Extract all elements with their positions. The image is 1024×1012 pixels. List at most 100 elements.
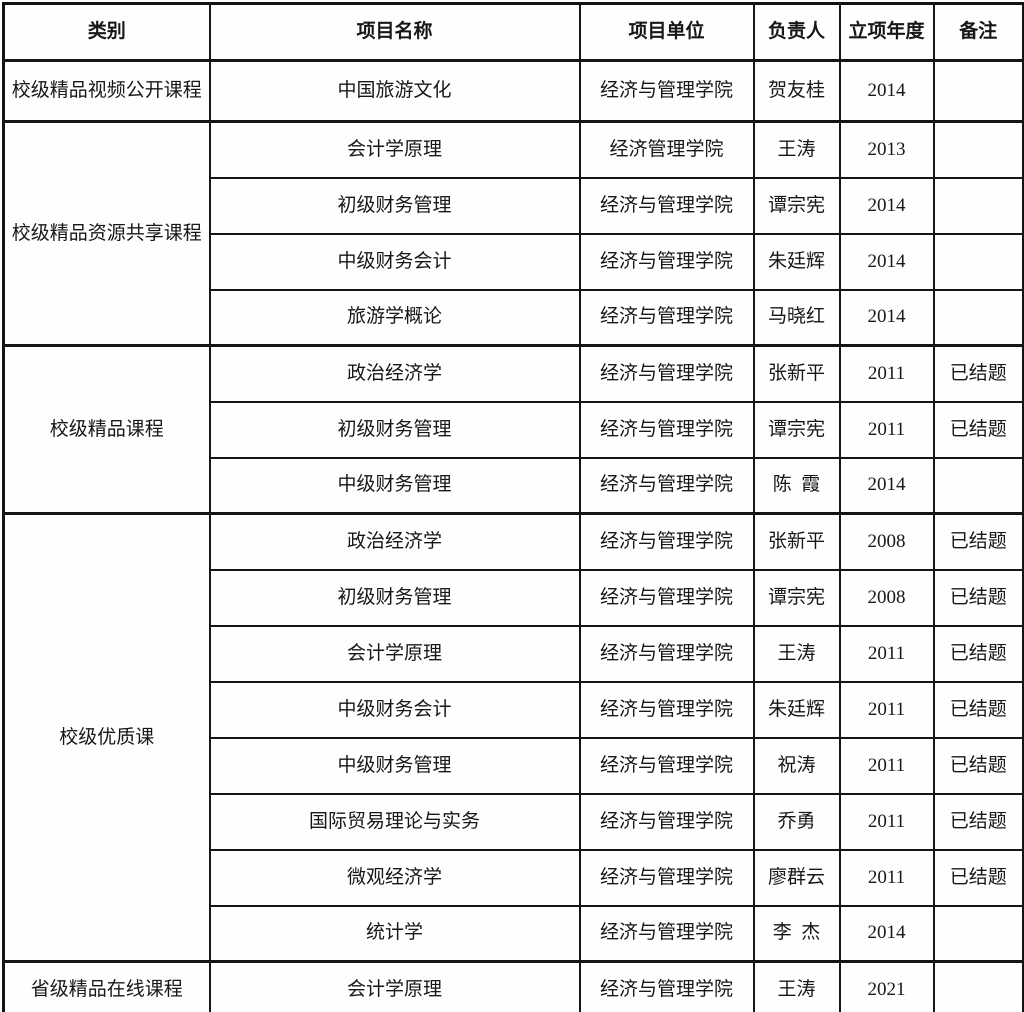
year-cell: 2014 xyxy=(838,176,935,235)
leader-cell: 乔勇 xyxy=(752,792,841,851)
year-cell: 2014 xyxy=(838,456,935,515)
note-cell xyxy=(932,120,1024,179)
year-cell: 2013 xyxy=(838,120,935,179)
year-cell: 2011 xyxy=(838,344,935,403)
year-cell: 2014 xyxy=(838,904,935,963)
table-body: 校级精品视频公开课程 中国旅游文化 经济与管理学院 贺友桂 2014 校级精品资源共享课程… xyxy=(2,59,1024,1012)
year-cell: 2011 xyxy=(838,848,935,907)
unit-cell: 经济与管理学院 xyxy=(578,680,755,739)
leader-cell: 张新平 xyxy=(752,512,841,571)
year-cell: 2011 xyxy=(838,680,935,739)
leader-cell: 张新平 xyxy=(752,344,841,403)
unit-cell: 经济与管理学院 xyxy=(578,624,755,683)
leader-cell: 王涛 xyxy=(752,624,841,683)
project-name-cell: 中级财务管理 xyxy=(208,736,581,795)
table-row: 国际贸易理论与实务 经济与管理学院 乔勇 2011 已结题 xyxy=(4,792,1024,851)
unit-cell: 经济与管理学院 xyxy=(578,400,755,459)
header-unit: 项目单位 xyxy=(578,2,755,62)
header-category: 类别 xyxy=(2,2,211,62)
year-cell: 2014 xyxy=(838,288,935,347)
note-cell xyxy=(932,904,1024,963)
project-name-cell: 初级财务管理 xyxy=(208,400,581,459)
project-name-cell: 会计学原理 xyxy=(208,120,581,179)
leader-cell: 朱廷辉 xyxy=(752,232,841,291)
leader-cell: 贺友桂 xyxy=(752,59,841,123)
year-cell: 2011 xyxy=(838,624,935,683)
table-row: 校级精品课程 政治经济学 经济与管理学院 张新平 2011 已结题 xyxy=(2,344,1024,515)
table-row: 微观经济学 经济与管理学院 廖群云 2011 已结题 xyxy=(4,848,1024,907)
table-row: 校级精品视频公开课程 中国旅游文化 经济与管理学院 贺友桂 2014 xyxy=(2,59,1024,123)
project-name-cell: 政治经济学 xyxy=(208,512,581,571)
year-cell: 2011 xyxy=(838,736,935,795)
note-cell: 已结题 xyxy=(932,736,1024,795)
project-name-cell: 会计学原理 xyxy=(208,960,581,1012)
table-row: 中级财务管理 经济与管理学院陈 霞 2014 xyxy=(4,456,1024,515)
project-name-cell: 国际贸易理论与实务 xyxy=(208,792,581,851)
header-project-name: 项目名称 xyxy=(208,2,581,62)
note-cell xyxy=(932,232,1024,291)
leader-cell: 谭宗宪 xyxy=(752,176,841,235)
table-row: 旅游学概论 经济与管理学院 马晓红 2014 xyxy=(4,288,1024,347)
category-cell: 校级精品课程 xyxy=(2,344,211,515)
table-row: 初级财务管理 经济与管理学院 谭宗宪 2014 xyxy=(4,176,1024,235)
table-row: 中级财务会计 经济与管理学院 朱廷辉 2014 xyxy=(4,232,1024,291)
note-cell xyxy=(932,288,1024,347)
leader-cell: 马晓红 xyxy=(752,288,841,347)
year-cell: 2008 xyxy=(838,568,935,627)
year-cell: 2021 xyxy=(838,960,935,1012)
leader-cell: 廖群云 xyxy=(752,848,841,907)
year-cell: 2008 xyxy=(838,512,935,571)
note-cell: 已结题 xyxy=(932,624,1024,683)
project-name-cell: 政治经济学 xyxy=(208,344,581,403)
project-name-cell: 统计学 xyxy=(208,904,581,963)
leader-cell: 李 杰 xyxy=(752,904,841,963)
year-cell: 2011 xyxy=(838,792,935,851)
table-row: 初级财务管理 经济与管理学院 谭宗宪 2011 已结题 xyxy=(4,400,1024,459)
note-cell xyxy=(932,59,1024,123)
table-row: 中级财务会计 经济与管理学院 朱廷辉 2011 已结题 xyxy=(4,680,1024,739)
table-row: 初级财务管理 经济与管理学院 谭宗宪 2008 已结题 xyxy=(4,568,1024,627)
project-name-cell: 会计学原理 xyxy=(208,624,581,683)
note-cell xyxy=(932,456,1024,515)
leader-cell: 朱廷辉 xyxy=(752,680,841,739)
year-cell: 2014 xyxy=(838,232,935,291)
note-cell xyxy=(932,960,1024,1012)
leader-cell: 王涛 xyxy=(752,120,841,179)
unit-cell: 经济与管理学院 xyxy=(578,456,755,515)
note-cell: 已结题 xyxy=(932,680,1024,739)
header-note: 备注 xyxy=(932,2,1024,62)
note-cell: 已结题 xyxy=(932,512,1024,571)
project-name-cell: 微观经济学 xyxy=(208,848,581,907)
project-name-cell: 中级财务管理 xyxy=(208,456,581,515)
table-row: 会计学原理 经济与管理学院 王涛 2011 已结题 xyxy=(4,624,1024,683)
year-cell: 2014 xyxy=(838,59,935,123)
leader-cell: 祝涛 xyxy=(752,736,841,795)
unit-cell: 经济与管理学院 xyxy=(578,848,755,907)
note-cell xyxy=(932,176,1024,235)
category-cell: 省级精品在线课程 xyxy=(2,960,211,1012)
header-year: 立项年度 xyxy=(838,2,935,62)
project-name-cell: 初级财务管理 xyxy=(208,568,581,627)
unit-cell: 经济与管理学院 xyxy=(578,176,755,235)
leader-cell: 谭宗宪 xyxy=(752,568,841,627)
unit-cell: 经济与管理学院 xyxy=(578,232,755,291)
leader-cell: 陈 霞 xyxy=(752,456,841,515)
unit-cell: 经济与管理学院 xyxy=(578,568,755,627)
unit-cell: 经济与管理学院 xyxy=(578,904,755,963)
unit-cell: 经济与管理学院 xyxy=(578,512,755,571)
note-cell: 已结题 xyxy=(932,344,1024,403)
table-row: 统计学 经济与管理学院李 杰 2014 xyxy=(4,904,1024,963)
header-leader: 负责人 xyxy=(752,2,841,62)
table-row: 省级精品在线课程 会计学原理 经济与管理学院 王涛 2021 xyxy=(2,960,1024,1012)
project-name-cell: 中国旅游文化 xyxy=(208,59,581,123)
project-name-cell: 旅游学概论 xyxy=(208,288,581,347)
table-row: 校级优质课 政治经济学 经济与管理学院 张新平 2008 已结题 xyxy=(2,512,1024,963)
table-row: 校级精品资源共享课程 会计学原理 经济管理学院 王涛 2013 xyxy=(2,120,1024,347)
year-cell: 2011 xyxy=(838,400,935,459)
leader-cell: 王涛 xyxy=(752,960,841,1012)
leader-cell: 谭宗宪 xyxy=(752,400,841,459)
note-cell: 已结题 xyxy=(932,848,1024,907)
unit-cell: 经济与管理学院 xyxy=(578,736,755,795)
unit-cell: 经济与管理学院 xyxy=(578,344,755,403)
